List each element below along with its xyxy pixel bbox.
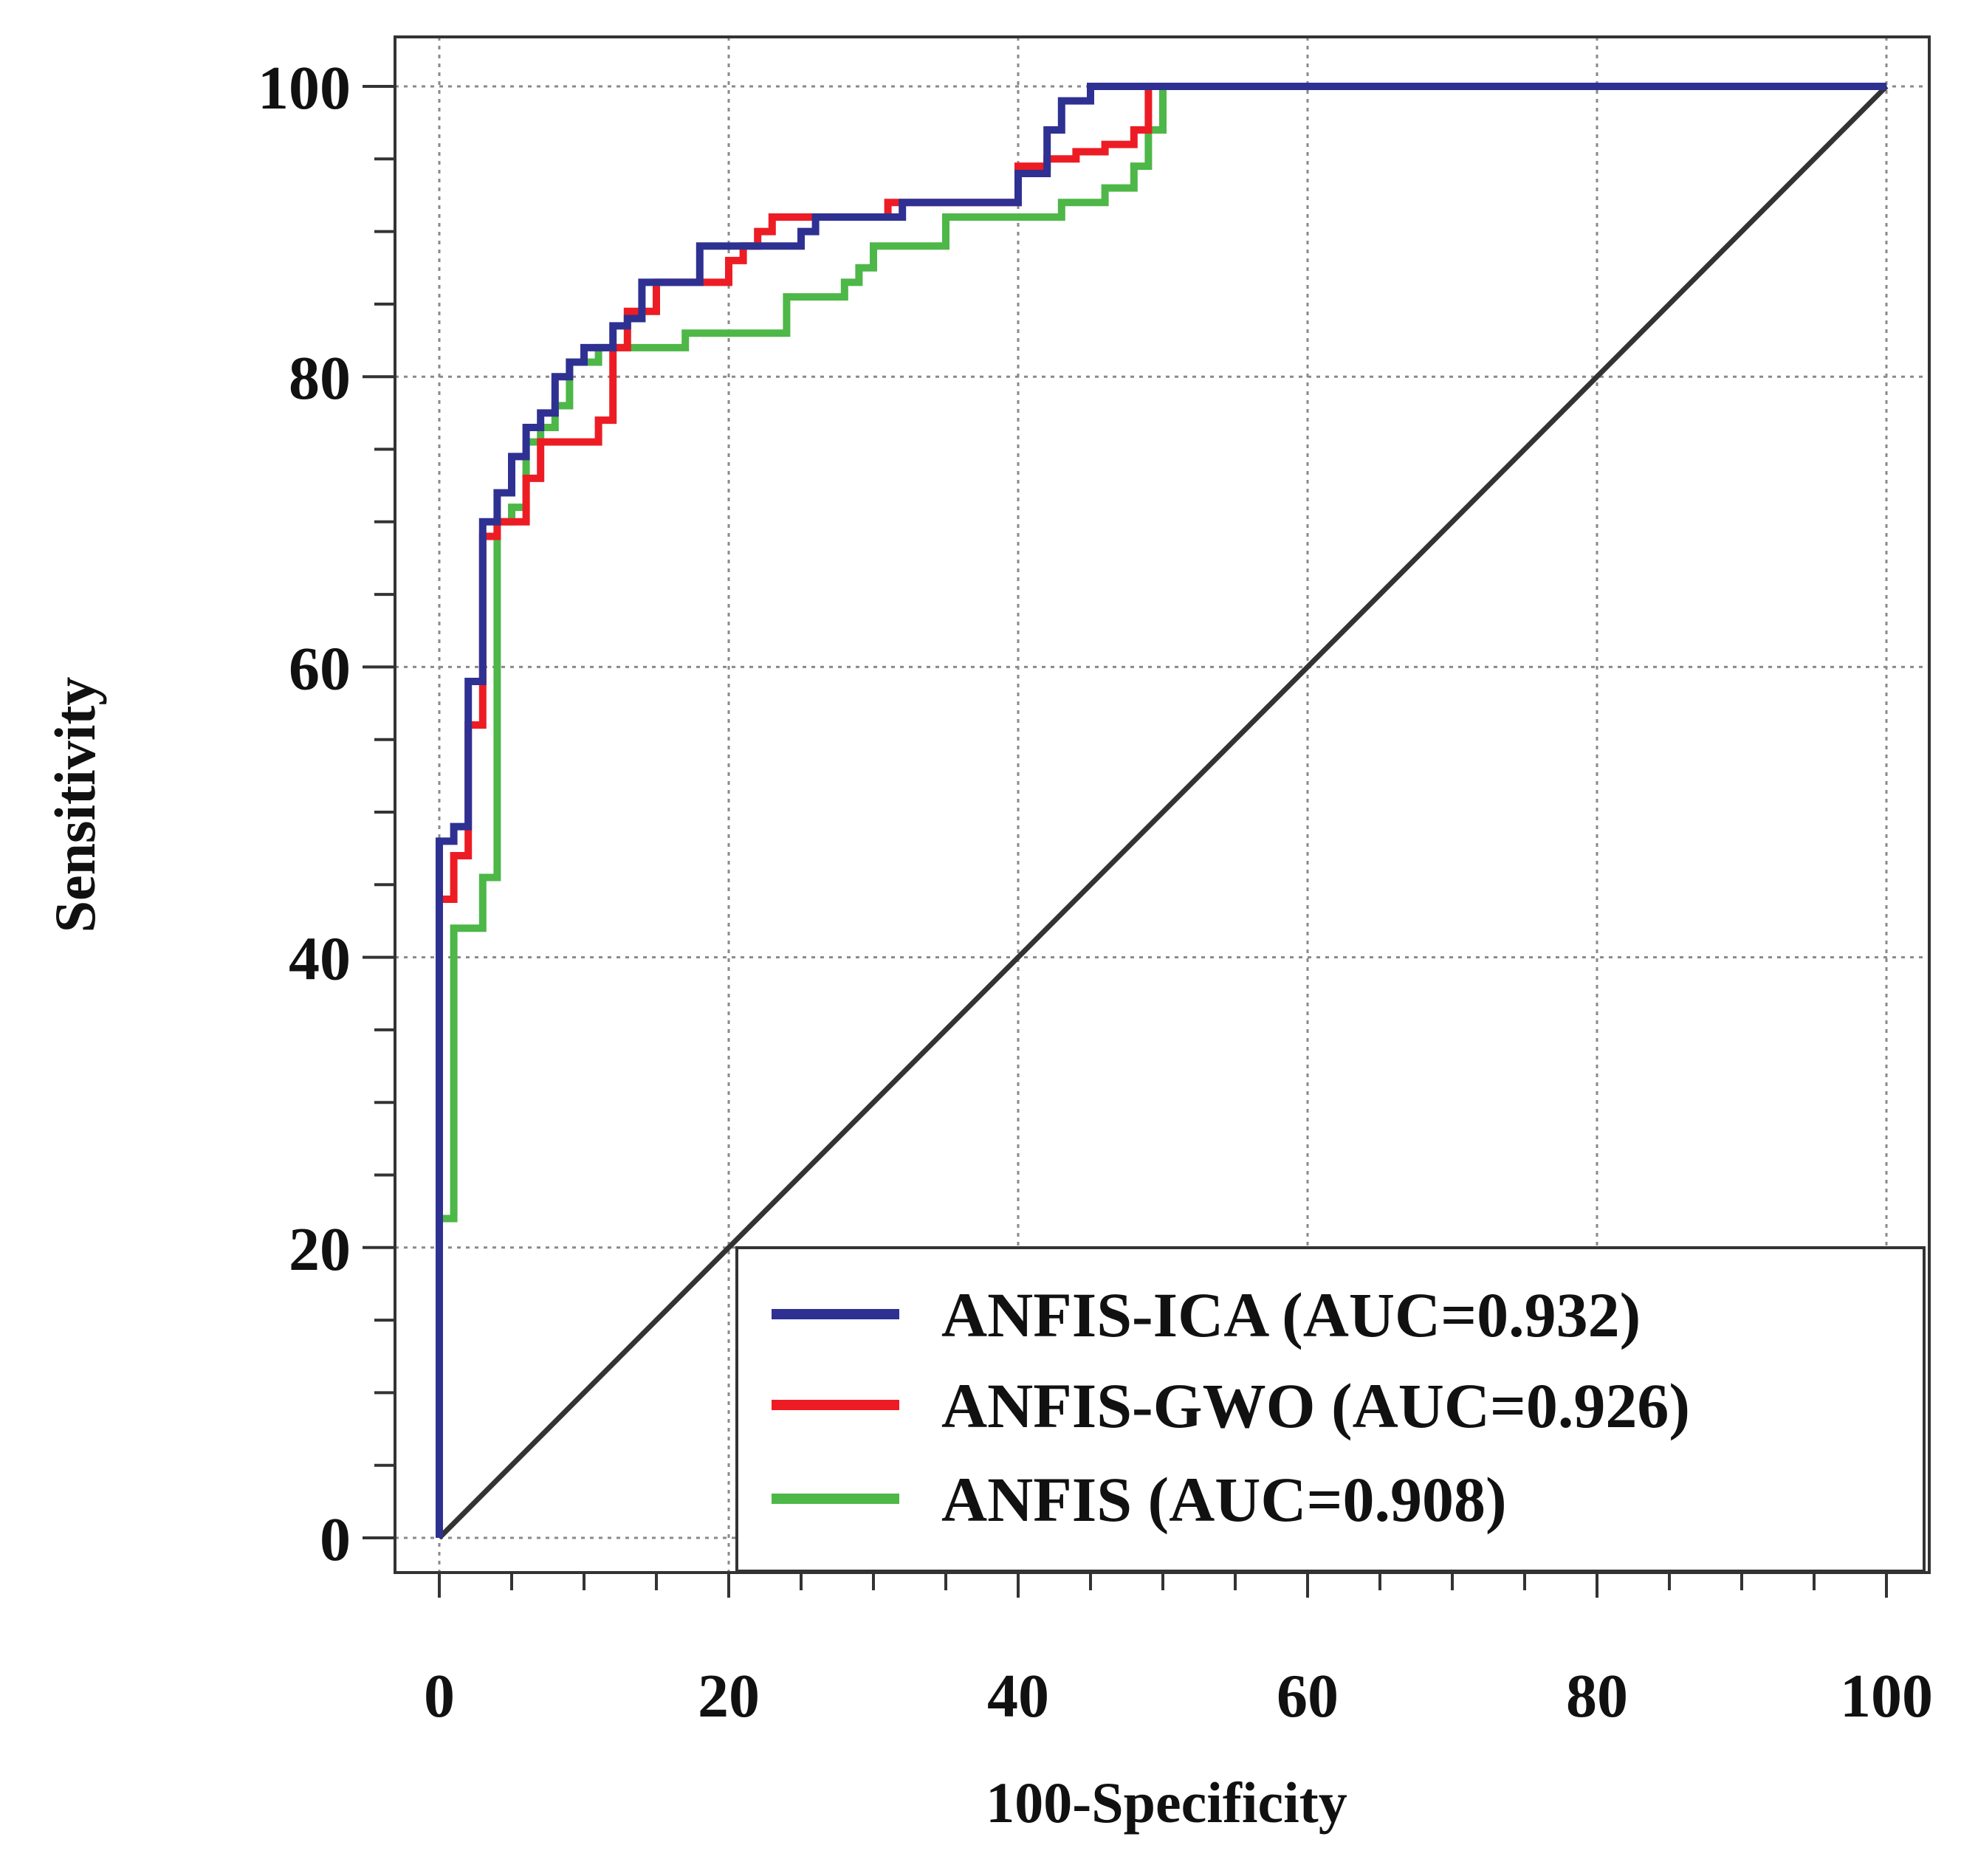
x-tick-label-60: 60 [1277, 1662, 1339, 1731]
y-tick-label-80: 80 [289, 344, 351, 413]
x-tick-label-80: 80 [1566, 1662, 1628, 1731]
legend-box [735, 1246, 1926, 1573]
y-tick-label-60: 60 [289, 634, 351, 703]
y-tick-label-20: 20 [289, 1215, 351, 1284]
reference-diagonal-line [437, 84, 1889, 1540]
x-tick-label-20: 20 [698, 1662, 760, 1731]
x-axis-title: 100-Specificity [986, 1770, 1347, 1835]
y-axis-title: Sensitivity [43, 677, 107, 933]
legend: ANFIS-ICA (AUC=0.932) ANFIS-GWO (AUC=0.92… [735, 1246, 1926, 1573]
series-layer [436, 83, 1889, 1540]
x-tick-label-0: 0 [424, 1662, 455, 1731]
axis-ticks [363, 85, 1888, 1598]
legend-items: ANFIS-ICA (AUC=0.932) ANFIS-GWO (AUC=0.92… [772, 1279, 1690, 1535]
legend-label-anfis-gwo: ANFIS-GWO (AUC=0.926) [941, 1370, 1690, 1441]
legend-label-anfis-ica: ANFIS-ICA (AUC=0.932) [941, 1279, 1641, 1350]
x-tick-label-40: 40 [987, 1662, 1049, 1731]
y-tick-label-40: 40 [289, 925, 351, 994]
tick-labels: 0 20 40 60 80 100 0 20 40 60 80 100 [258, 54, 1933, 1731]
legend-label-anfis: ANFIS (AUC=0.908) [941, 1464, 1507, 1535]
y-tick-label-100: 100 [258, 54, 351, 123]
x-tick-label-100: 100 [1840, 1662, 1933, 1731]
y-tick-label-0: 0 [320, 1505, 351, 1574]
roc-curve-anfis-ica [436, 83, 1886, 1538]
